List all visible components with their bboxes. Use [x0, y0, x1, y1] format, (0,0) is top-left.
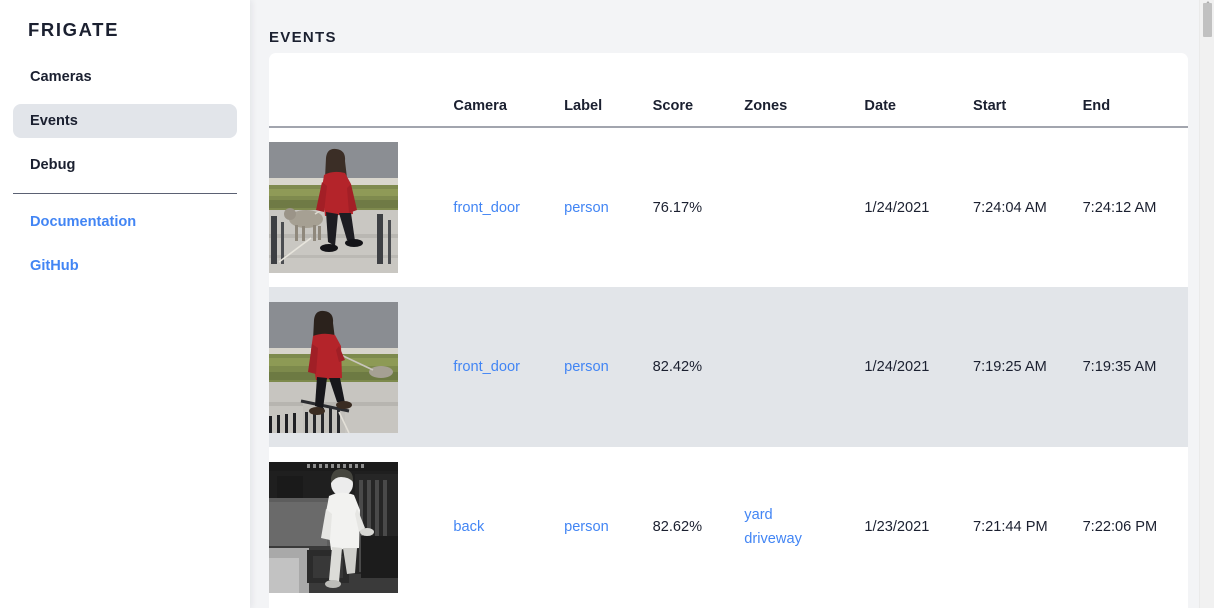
event-date-value: 1/24/2021 — [864, 199, 930, 216]
events-table-head: Camera Label Score Zones Date Start End — [269, 53, 1188, 127]
column-header-score[interactable]: Score — [652, 98, 694, 114]
event-score-value: 76.17% — [652, 199, 703, 216]
vertical-scrollbar-track[interactable] — [1199, 0, 1214, 608]
thumbnail-graphic-person-red-coat-walking — [269, 301, 398, 433]
event-camera-cell: back — [453, 447, 564, 607]
event-thumbnail-cell[interactable] — [269, 287, 453, 447]
table-row[interactable]: front_door person 76.17% 1/24/2021 7:24:… — [269, 127, 1188, 287]
event-date-value: 1/23/2021 — [864, 519, 930, 535]
event-camera-cell: front_door — [453, 287, 564, 447]
event-thumbnail-image[interactable] — [269, 301, 398, 433]
event-start-value: 7:24:04 AM — [972, 199, 1047, 216]
event-label-cell: person — [564, 287, 653, 447]
event-thumbnail-cell[interactable] — [269, 127, 453, 287]
event-start-value: 7:19:25 AM — [972, 359, 1047, 375]
event-thumbnail-image[interactable] — [269, 461, 398, 593]
main-content: EVENTS Camera Label Score Zones Date Sta… — [250, 0, 1214, 608]
event-camera-cell: front_door — [453, 127, 564, 287]
event-label-cell: person — [564, 447, 653, 607]
event-camera-link[interactable]: back — [453, 519, 485, 535]
page-title: EVENTS — [269, 29, 337, 47]
thumbnail-graphic-night-vision-person — [269, 461, 398, 593]
event-label-link[interactable]: person — [564, 199, 609, 216]
table-header-row: Camera Label Score Zones Date Start End — [269, 53, 1188, 127]
column-header-label[interactable]: Label — [564, 98, 603, 114]
events-table-body: front_door person 76.17% 1/24/2021 7:24:… — [269, 127, 1188, 607]
event-score-value: 82.42% — [652, 359, 703, 375]
table-row[interactable]: front_door person 82.42% 1/24/2021 7:19:… — [269, 287, 1188, 447]
sidebar-link-documentation[interactable]: Documentation — [30, 214, 137, 230]
sidebar-link-github[interactable]: GitHub — [30, 258, 79, 274]
event-thumbnail-image[interactable] — [269, 142, 398, 273]
column-header-thumbnail — [269, 53, 453, 127]
event-label-cell: person — [564, 127, 653, 287]
event-zone-link[interactable]: driveway — [744, 531, 802, 547]
event-camera-link[interactable]: front_door — [453, 199, 520, 216]
table-row[interactable]: back person 82.62% yard driveway 1/23/20… — [269, 447, 1188, 607]
sidebar-item-cameras[interactable]: Cameras — [30, 69, 92, 85]
event-zones-cell — [744, 127, 864, 287]
sidebar-external-links: Documentation GitHub — [0, 207, 250, 281]
event-zone-link[interactable]: yard — [744, 507, 773, 523]
event-score-value: 82.62% — [652, 519, 703, 535]
events-table: Camera Label Score Zones Date Start End — [269, 53, 1188, 607]
column-header-start[interactable]: Start — [972, 98, 1007, 114]
event-end-value: 7:19:35 AM — [1082, 359, 1157, 375]
event-label-link[interactable]: person — [564, 519, 609, 535]
event-zones-cell — [744, 287, 864, 447]
column-header-zones[interactable]: Zones — [744, 98, 788, 114]
sidebar-item-debug[interactable]: Debug — [30, 157, 76, 173]
sidebar-divider — [13, 193, 237, 194]
event-zones-cell: yard driveway — [744, 447, 864, 607]
column-header-date[interactable]: Date — [864, 98, 897, 114]
column-header-camera[interactable]: Camera — [453, 98, 507, 114]
thumbnail-graphic-person-red-coat-dog — [269, 142, 398, 273]
event-start-value: 7:21:44 PM — [972, 519, 1048, 535]
vertical-scrollbar-thumb[interactable] — [1203, 3, 1212, 37]
event-label-link[interactable]: person — [564, 359, 609, 375]
event-end-value: 7:24:12 AM — [1082, 199, 1157, 216]
event-thumbnail-cell[interactable] — [269, 447, 453, 607]
app-brand-title: FRIGATE — [28, 19, 120, 40]
column-header-end[interactable]: End — [1082, 98, 1111, 114]
events-card: Camera Label Score Zones Date Start End — [269, 53, 1188, 608]
sidebar-item-events[interactable]: Events — [13, 104, 237, 138]
sidebar-nav: Cameras Events Debug — [0, 60, 250, 182]
event-end-value: 7:22:06 PM — [1082, 519, 1158, 535]
event-date-value: 1/24/2021 — [864, 359, 930, 375]
event-camera-link[interactable]: front_door — [453, 359, 520, 375]
sidebar: FRIGATE Cameras Events Debug Documentati… — [0, 0, 250, 608]
